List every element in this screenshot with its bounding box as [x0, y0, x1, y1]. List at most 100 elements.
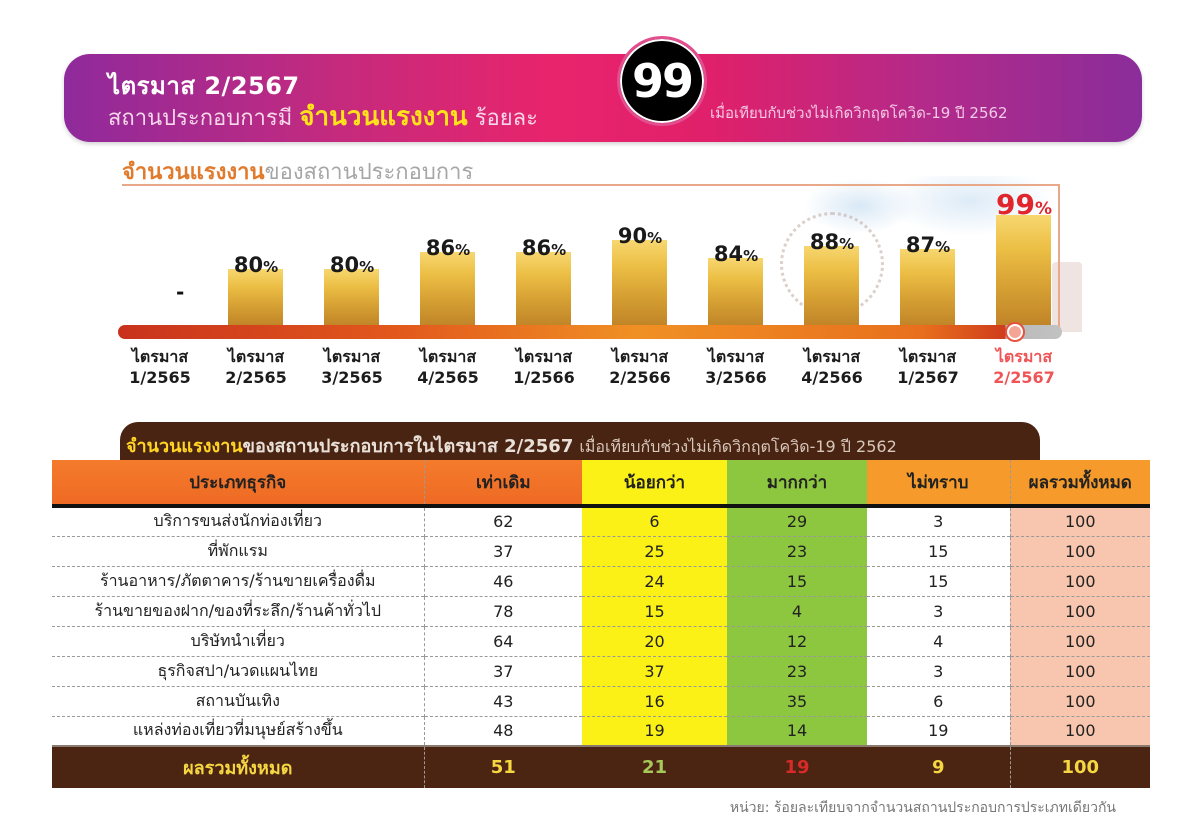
table-title: จำนวนแรงงานของสถานประกอบการในไตรมาส 2/25… — [126, 431, 897, 460]
x-axis-label-line2: 2/2566 — [609, 368, 671, 387]
x-axis-label-line2: 3/2566 — [705, 368, 767, 387]
bar-value: 84 — [713, 242, 744, 266]
bar-column: 84% — [708, 180, 763, 326]
bar-value-label: 80% — [312, 253, 392, 277]
x-axis-label: ไตรมาส 1/2566 — [496, 346, 592, 388]
cell-more: 4 — [727, 595, 867, 626]
x-axis-label: ไตรมาส 2/2565 — [208, 346, 304, 388]
bar-value-label: 99% — [984, 188, 1064, 221]
bar — [516, 252, 571, 326]
x-axis-label-line1: ไตรมาส — [995, 347, 1053, 366]
cell-business-type: บริษัทนำเที่ยว — [52, 625, 424, 656]
chart-frame-right — [1058, 184, 1060, 334]
cell-unknown: 4 — [867, 625, 1011, 656]
total-cell-less: 21 — [582, 745, 727, 788]
header-more: มากกว่า — [727, 460, 867, 506]
x-axis-label-line2: 2/2565 — [225, 368, 287, 387]
bar-value: 80 — [329, 253, 360, 277]
x-axis-label-line1: ไตรมาส — [227, 347, 285, 366]
percent-sign: % — [743, 247, 759, 265]
cell-unknown: 3 — [867, 655, 1011, 686]
cell-less: 15 — [582, 595, 727, 626]
bar-column: 87% — [900, 180, 955, 326]
cell-business-type: ร้านอาหาร/ภัตตาคาร/ร้านขายเครื่องดื่ม — [52, 565, 424, 596]
banner-subtitle-highlight: จำนวนแรงงาน — [299, 102, 468, 132]
total-cell-unknown: 9 — [867, 745, 1011, 788]
bar-value: 86 — [425, 236, 456, 260]
castle-tower-icon — [1052, 262, 1082, 332]
table-row: ที่พักแรม 37 25 23 15 100 — [52, 535, 1150, 566]
bar-chart: -80% 80% 86% 86% 90% 84% 88% 87% 99% — [116, 180, 1056, 326]
table-title-rest: ของสถานประกอบการในไตรมาส 2/2567 — [242, 436, 574, 457]
bar — [996, 215, 1051, 326]
total-cell-business-type: ผลรวมทั้งหมด — [52, 745, 424, 788]
x-axis-label-line2: 1/2565 — [129, 368, 191, 387]
banner-subtitle-suffix: ร้อยละ — [467, 106, 538, 131]
chart-title-highlight: จำนวนแรงงาน — [122, 160, 265, 185]
bar-column: 86% — [420, 180, 475, 326]
x-axis-label: ไตรมาส 3/2566 — [688, 346, 784, 388]
bar — [612, 240, 667, 326]
bar — [900, 249, 955, 326]
x-axis-label-line2: 2/2567 — [993, 368, 1055, 387]
cell-same: 64 — [423, 625, 582, 656]
cell-same: 43 — [423, 685, 582, 716]
bar-column: - — [132, 180, 187, 326]
cell-unknown: 3 — [867, 504, 1011, 536]
x-axis-label-line1: ไตรมาส — [131, 347, 189, 366]
bar-column: 88% — [804, 180, 859, 326]
x-axis-label-line1: ไตรมาส — [323, 347, 381, 366]
x-axis-label: ไตรมาส 4/2565 — [400, 346, 496, 388]
cell-total: 100 — [1010, 715, 1150, 746]
table-header-row: ประเภทธุรกิจ เท่าเดิม น้อยกว่า มากกว่า ไ… — [52, 460, 1150, 506]
bar-value: 86 — [521, 236, 552, 260]
cell-less: 37 — [582, 655, 727, 686]
cell-business-type: แหล่งท่องเที่ยวที่มนุษย์สร้างขึ้น — [52, 715, 424, 746]
x-axis-label: ไตรมาส 4/2566 — [784, 346, 880, 388]
cell-less: 6 — [582, 504, 727, 536]
percent-sign: % — [1034, 199, 1052, 219]
banner-subtitle-prefix: สถานประกอบการมี — [108, 106, 300, 131]
bar-column: 90% — [612, 180, 667, 326]
header-less: น้อยกว่า — [582, 460, 727, 506]
table-row: ร้านอาหาร/ภัตตาคาร/ร้านขายเครื่องดื่ม 46 2… — [52, 565, 1150, 596]
percent-sign: % — [935, 238, 951, 256]
cell-unknown: 6 — [867, 685, 1011, 716]
bar-value: 99 — [995, 188, 1035, 221]
bar-value-label: 86% — [504, 236, 584, 260]
cell-unknown: 19 — [867, 715, 1011, 746]
total-cell-same: 51 — [423, 745, 582, 788]
bar — [804, 246, 859, 326]
cell-more: 14 — [727, 715, 867, 746]
percent-sign: % — [455, 241, 471, 259]
table-row: บริการขนส่งนักท่องเที่ยว 62 6 29 3 100 — [52, 504, 1150, 536]
cell-unknown: 15 — [867, 535, 1011, 566]
bar-value-label: 87% — [888, 233, 968, 257]
x-axis-label-line1: ไตรมาส — [803, 347, 861, 366]
x-axis-label-line1: ไตรมาส — [611, 347, 669, 366]
bar-value-label: 84% — [696, 242, 776, 266]
x-axis-label-line1: ไตรมาส — [515, 347, 573, 366]
x-axis-label-line1: ไตรมาส — [419, 347, 477, 366]
cell-less: 24 — [582, 565, 727, 596]
header-same: เท่าเดิม — [423, 460, 582, 506]
bar-value-label: 90% — [600, 224, 680, 248]
cell-business-type: ร้านขายของฝาก/ของที่ระลึก/ร้านค้าทั่วไป — [52, 595, 424, 626]
percent-sign: % — [647, 229, 663, 247]
bar-value: 87 — [905, 233, 936, 257]
total-cell-total: 100 — [1010, 745, 1150, 788]
cell-more: 12 — [727, 625, 867, 656]
bar-value: 88 — [809, 230, 840, 254]
cell-total: 100 — [1010, 655, 1150, 686]
x-axis-label-line2: 4/2566 — [801, 368, 863, 387]
percent-sign: % — [839, 235, 855, 253]
bar-column: 80% — [324, 180, 379, 326]
percent-badge: 99 — [617, 36, 707, 126]
banner-subtitle: สถานประกอบการมี จำนวนแรงงาน ร้อยละ — [108, 96, 538, 137]
bar — [420, 252, 475, 326]
timeline-current-marker-icon — [1007, 324, 1023, 340]
bar-value-label: 86% — [408, 236, 488, 260]
table-row: สถานบันเทิง 43 16 35 6 100 — [52, 685, 1150, 716]
cell-total: 100 — [1010, 685, 1150, 716]
x-axis-label-line2: 1/2566 — [513, 368, 575, 387]
